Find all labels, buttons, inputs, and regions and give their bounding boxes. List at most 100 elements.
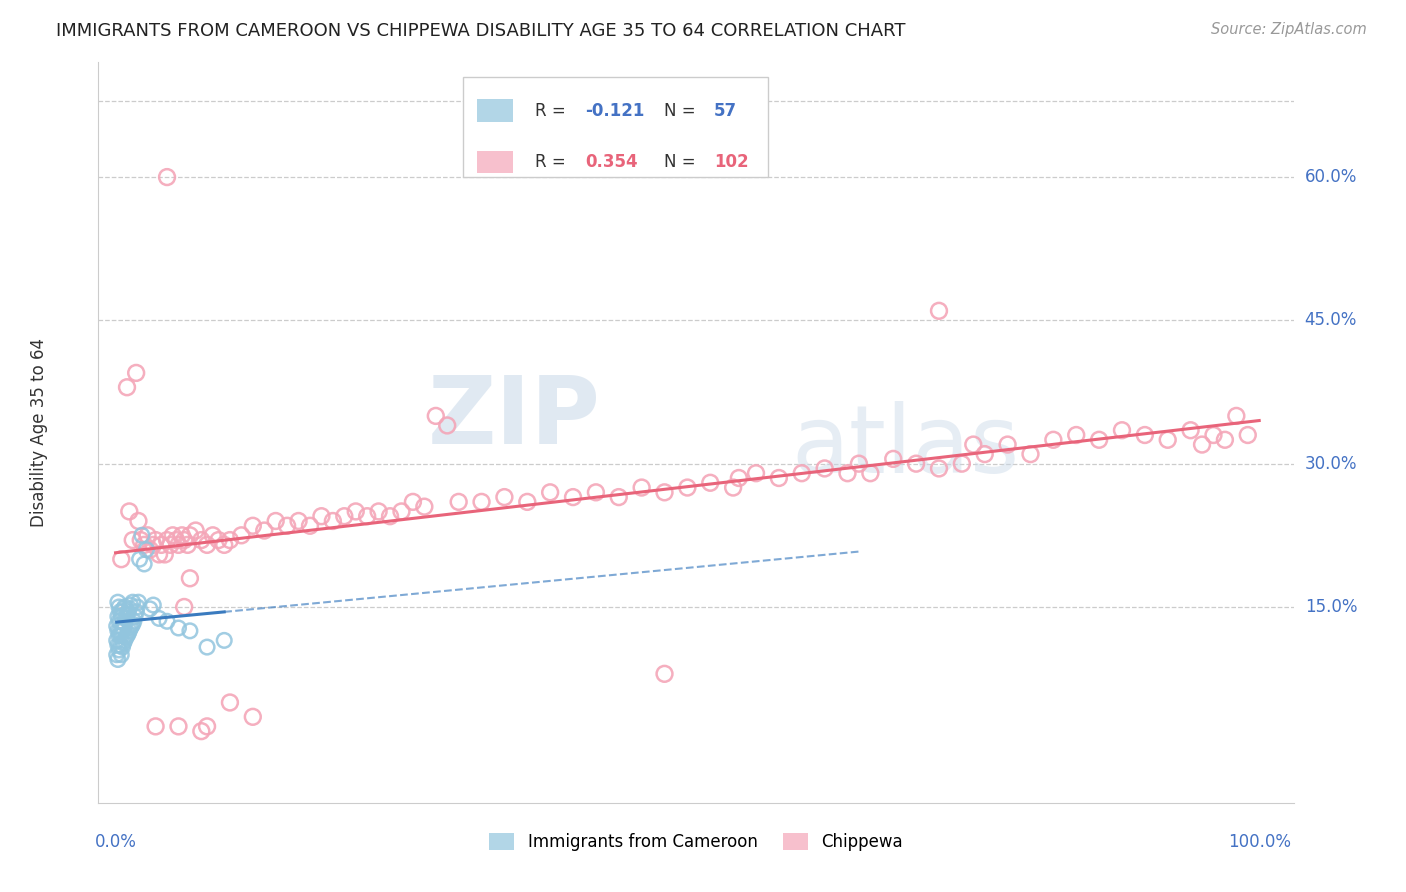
Point [950, 457, 973, 471]
Point [108, 615, 131, 629]
Point [276, 518, 298, 533]
Point [402, 495, 425, 509]
Point [1064, 428, 1087, 442]
Point [470, 495, 492, 509]
Text: 57: 57 [714, 102, 737, 120]
Point [1180, 423, 1202, 437]
Point [165, 533, 187, 547]
Point [142, 598, 165, 612]
Point [745, 467, 768, 481]
Text: R =: R = [534, 102, 571, 120]
Point [114, 617, 136, 632]
FancyBboxPatch shape [463, 78, 768, 178]
Point [242, 518, 264, 533]
Point [311, 509, 333, 524]
Point [108, 624, 131, 638]
Text: 60.0%: 60.0% [1305, 168, 1357, 186]
Point [135, 542, 157, 557]
Point [124, 609, 146, 624]
Point [110, 629, 132, 643]
Point [848, 457, 870, 471]
Point [107, 609, 129, 624]
Point [118, 504, 141, 518]
Point [115, 631, 138, 645]
Point [105, 648, 128, 662]
Point [108, 599, 131, 614]
Point [112, 621, 135, 635]
Point [118, 624, 141, 638]
Point [110, 552, 132, 566]
Point [108, 605, 131, 619]
Point [142, 538, 165, 552]
Text: ZIP: ZIP [427, 372, 600, 464]
Point [201, 528, 224, 542]
Point [790, 467, 813, 481]
Text: 100.0%: 100.0% [1227, 833, 1291, 851]
Point [195, 640, 218, 654]
Point [139, 542, 162, 557]
Point [447, 495, 470, 509]
Point [728, 471, 751, 485]
Point [1133, 428, 1156, 442]
Point [148, 548, 170, 562]
Point [111, 640, 134, 654]
Point [1202, 428, 1225, 442]
Point [105, 633, 128, 648]
Point [134, 538, 156, 552]
Point [367, 504, 389, 518]
Point [134, 557, 156, 571]
Point [125, 605, 148, 619]
Point [167, 621, 190, 635]
Point [699, 475, 721, 490]
Point [128, 552, 150, 566]
Point [264, 514, 287, 528]
Point [298, 518, 321, 533]
Text: Disability Age 35 to 64: Disability Age 35 to 64 [30, 338, 48, 527]
Point [425, 409, 447, 423]
Point [107, 638, 129, 652]
Point [114, 599, 136, 614]
Point [156, 170, 179, 185]
Point [179, 624, 201, 638]
Point [538, 485, 561, 500]
Point [139, 602, 162, 616]
Point [356, 509, 378, 524]
Point [905, 457, 928, 471]
Point [195, 538, 218, 552]
Point [391, 504, 413, 518]
Point [115, 607, 138, 622]
Point [212, 633, 235, 648]
Point [108, 643, 131, 657]
Text: 30.0%: 30.0% [1305, 455, 1357, 473]
Point [184, 524, 207, 538]
Point [115, 629, 138, 643]
Point [153, 548, 176, 562]
Point [1019, 447, 1042, 461]
Point [120, 598, 142, 612]
Point [253, 524, 276, 538]
Point [105, 619, 128, 633]
Point [219, 696, 242, 710]
Point [114, 633, 136, 648]
Point [167, 538, 190, 552]
Point [973, 447, 995, 461]
Point [1191, 437, 1213, 451]
Text: 45.0%: 45.0% [1305, 311, 1357, 329]
Text: N =: N = [664, 153, 700, 171]
Point [121, 533, 143, 547]
Point [150, 538, 173, 552]
Point [110, 648, 132, 662]
Point [654, 485, 676, 500]
Point [131, 528, 153, 542]
Point [413, 500, 436, 514]
Point [117, 626, 139, 640]
Point [212, 538, 235, 552]
Point [231, 528, 253, 542]
Point [148, 611, 170, 625]
Point [436, 418, 458, 433]
Point [882, 451, 904, 466]
Text: 0.0%: 0.0% [94, 833, 136, 851]
Point [1088, 433, 1111, 447]
Point [159, 538, 181, 552]
Point [322, 514, 344, 528]
